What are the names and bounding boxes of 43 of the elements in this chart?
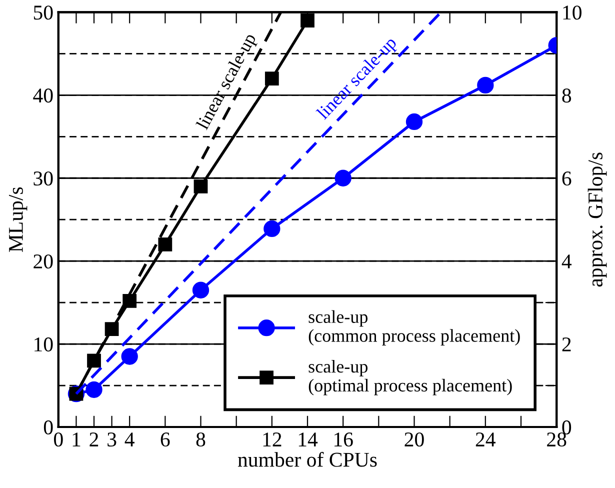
y-axis-title: MLup/s: [9, 187, 28, 252]
legend-label: scale-up (optimal process placement): [308, 360, 512, 396]
y2-tick-label: 2: [562, 337, 571, 352]
x-axis-title: number of CPUs: [238, 452, 377, 467]
x-tick-label: 4: [124, 432, 134, 446]
y2-tick-label: 4: [562, 254, 572, 268]
x-tick-label: 28: [547, 432, 566, 447]
x-tick-label: 6: [160, 432, 170, 447]
y-tick-label: 20: [34, 254, 53, 269]
x-tick-label: 8: [196, 432, 206, 447]
point: [300, 14, 314, 28]
point: [86, 381, 102, 398]
x-tick-label: 12: [263, 432, 282, 446]
point: [477, 76, 494, 94]
y-tick-label: 10: [34, 337, 53, 352]
x-tick-label: 20: [404, 432, 424, 447]
y-tick-label: 0: [44, 420, 53, 434]
legend-label: scale-up (common process placement): [308, 310, 520, 346]
y2-tick-label: 10: [563, 6, 582, 20]
x-tick-label: 24: [476, 432, 496, 446]
x-tick-label: 14: [298, 432, 318, 446]
point: [122, 294, 137, 308]
y2-tick-label: 0: [562, 420, 572, 434]
y2-axis-title: approx. GFlop/s: [588, 152, 607, 287]
y-tick-label: 30: [34, 171, 53, 186]
point: [87, 354, 101, 368]
point: [121, 348, 138, 365]
point: [334, 170, 352, 186]
point: [194, 179, 208, 194]
x-tick-label: 2: [90, 432, 98, 446]
x-tick-label: 16: [334, 432, 353, 447]
point: [264, 220, 280, 238]
y-tick-label: 50: [34, 6, 53, 20]
y2-tick-label: 6: [562, 172, 572, 186]
x-tick-label: 1: [72, 432, 80, 446]
point: [264, 72, 279, 86]
x-tick-label: 3: [108, 432, 116, 447]
y2-tick-label: 8: [562, 88, 572, 103]
point: [158, 238, 172, 252]
x-tick-label: 0: [54, 432, 63, 447]
y-tick-label: 40: [33, 88, 53, 103]
point: [192, 282, 210, 298]
point: [406, 113, 423, 130]
